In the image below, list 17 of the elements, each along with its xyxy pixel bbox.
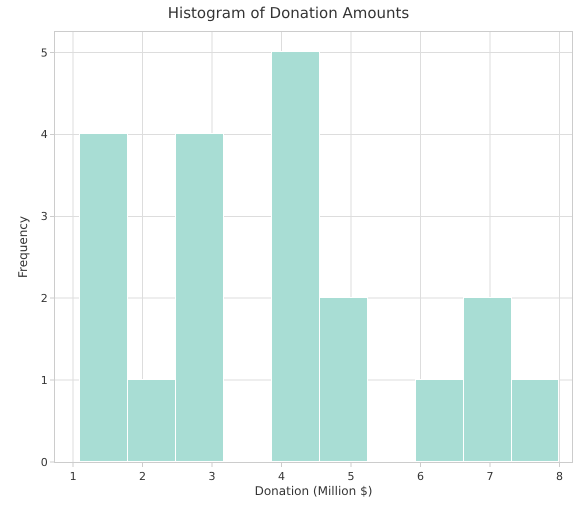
x-tick-label: 7 <box>486 470 494 484</box>
y-tick-label: 1 <box>40 374 48 387</box>
x-axis-title: Donation (Million $) <box>254 484 372 498</box>
x-tick-label: 1 <box>70 470 77 484</box>
y-tick-label: 3 <box>40 210 48 224</box>
x-tick-label: 4 <box>278 470 286 484</box>
y-tick-label: 5 <box>40 46 48 60</box>
chart-title: Histogram of Donation Amounts <box>168 4 410 22</box>
x-tick-label: 2 <box>139 470 146 484</box>
x-tick-label: 5 <box>348 470 355 484</box>
y-tick-label: 0 <box>40 456 48 469</box>
x-tick-label: 8 <box>556 470 563 484</box>
y-axis-title: Frequency <box>16 216 30 278</box>
x-tick-label: 6 <box>417 470 424 484</box>
y-tick-label: 4 <box>40 128 48 142</box>
y-tick-label: 2 <box>40 292 48 306</box>
x-tick-label: 3 <box>208 470 216 484</box>
